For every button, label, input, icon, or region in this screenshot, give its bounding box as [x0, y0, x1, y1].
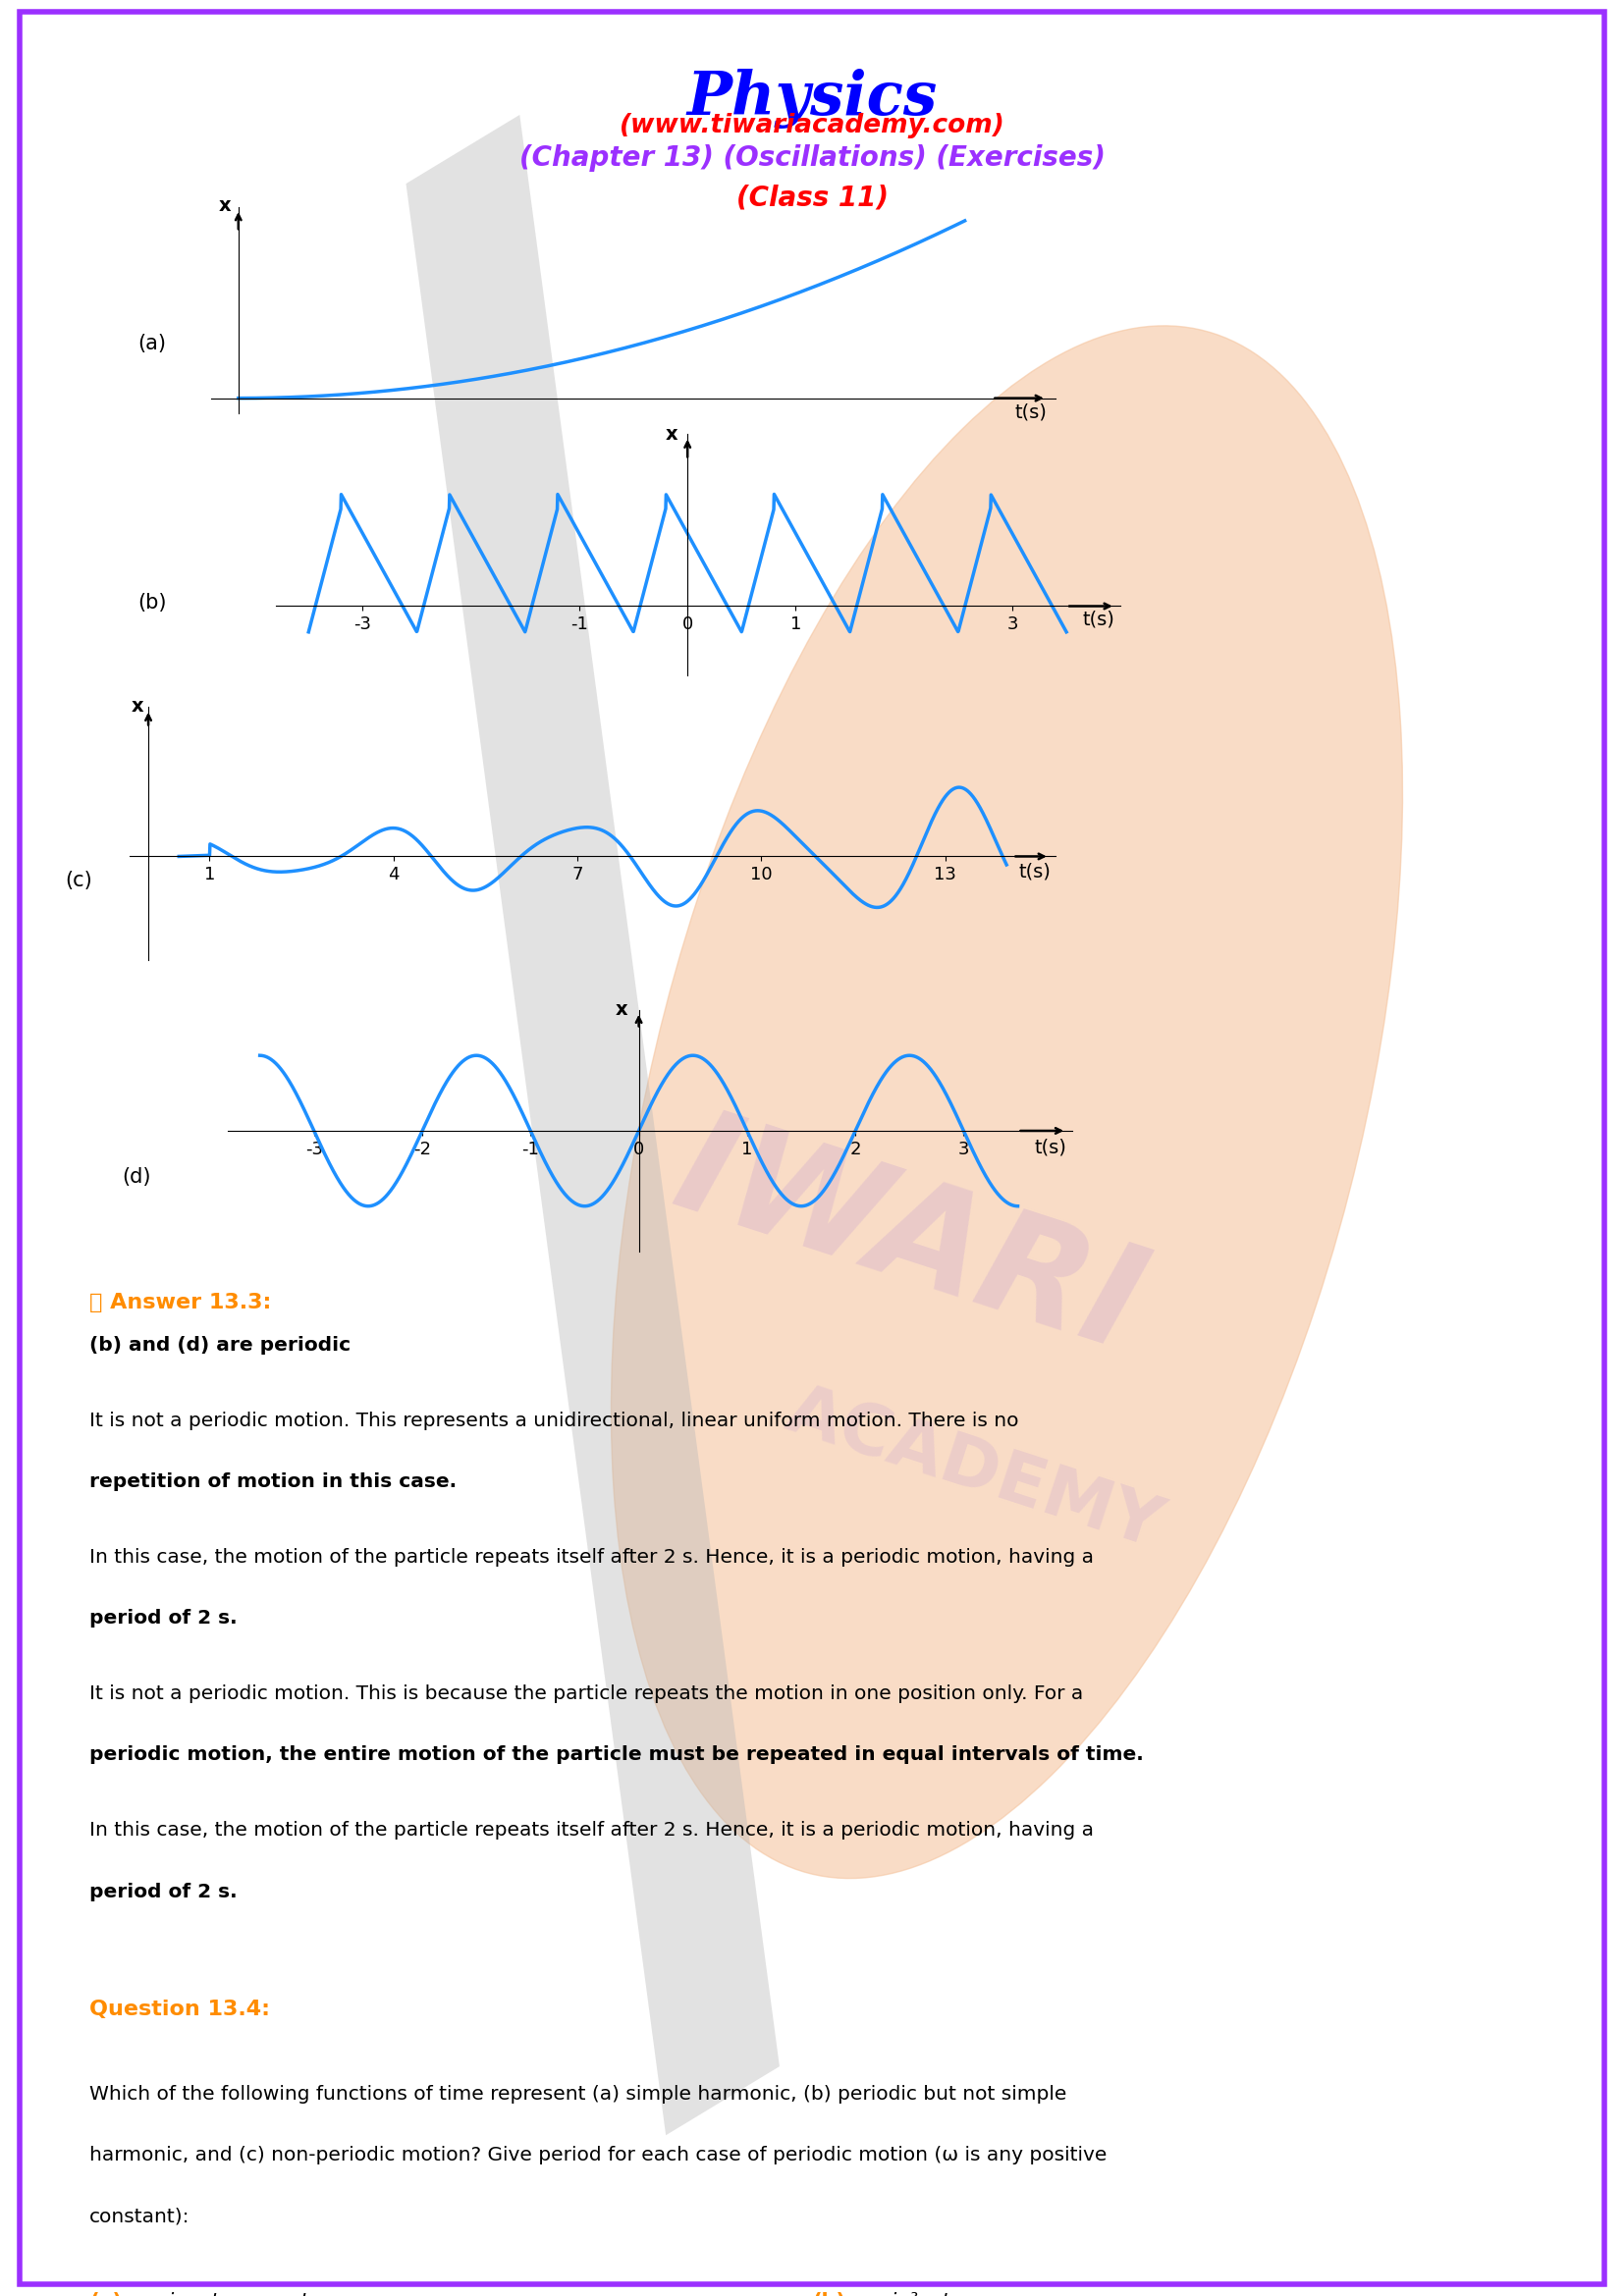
Text: In this case, the motion of the particle repeats itself after 2 s. Hence, it is : In this case, the motion of the particle… [89, 1821, 1095, 1839]
Text: sin ωt – cos ωt: sin ωt – cos ωt [151, 2291, 309, 2296]
Text: sin³ ωt: sin³ ωt [874, 2291, 950, 2296]
Text: Question 13.4:: Question 13.4: [89, 2000, 270, 2020]
Text: (a): (a) [89, 2291, 122, 2296]
Text: ACADEMY: ACADEMY [778, 1378, 1171, 1561]
Text: t(s): t(s) [1034, 1139, 1067, 1157]
Text: Which of the following functions of time represent (a) simple harmonic, (b) peri: Which of the following functions of time… [89, 2085, 1067, 2103]
Text: It is not a periodic motion. This represents a unidirectional, linear uniform mo: It is not a periodic motion. This repres… [89, 1412, 1018, 1430]
Text: repetition of motion in this case.: repetition of motion in this case. [89, 1472, 456, 1492]
Text: It is not a periodic motion. This is because the particle repeats the motion in : It is not a periodic motion. This is bec… [89, 1685, 1083, 1704]
Text: (Chapter 13) (Oscillations) (Exercises): (Chapter 13) (Oscillations) (Exercises) [520, 145, 1104, 172]
Text: x: x [615, 1001, 627, 1019]
Text: x: x [666, 425, 679, 443]
Ellipse shape [611, 326, 1403, 1878]
Text: (b): (b) [812, 2291, 846, 2296]
Text: (c): (c) [65, 870, 93, 891]
Text: (d): (d) [122, 1166, 151, 1187]
Text: (a): (a) [138, 333, 167, 354]
Text: Physics: Physics [687, 69, 937, 129]
Text: t(s): t(s) [1018, 863, 1051, 882]
Text: x: x [132, 698, 143, 716]
Text: (b) and (d) are periodic: (b) and (d) are periodic [89, 1336, 351, 1355]
Text: period of 2 s.: period of 2 s. [89, 1609, 237, 1628]
Text: t(s): t(s) [1015, 402, 1047, 420]
Text: (www.tiwariacademy.com): (www.tiwariacademy.com) [619, 113, 1005, 138]
Text: harmonic, and (c) non-periodic motion? Give period for each case of periodic mot: harmonic, and (c) non-periodic motion? G… [89, 2147, 1108, 2165]
Text: IWARI: IWARI [659, 1100, 1160, 1380]
Text: constant):: constant): [89, 2206, 190, 2225]
Text: x: x [218, 195, 231, 214]
Text: period of 2 s.: period of 2 s. [89, 1883, 237, 1901]
Text: periodic motion, the entire motion of the particle must be repeated in equal int: periodic motion, the entire motion of th… [89, 1745, 1143, 1763]
Text: (Class 11): (Class 11) [736, 184, 888, 211]
Text: (b): (b) [138, 592, 167, 613]
Text: In this case, the motion of the particle repeats itself after 2 s. Hence, it is : In this case, the motion of the particle… [89, 1548, 1095, 1566]
Text: t(s): t(s) [1083, 611, 1116, 629]
Text: 📝 Answer 13.3:: 📝 Answer 13.3: [89, 1293, 271, 1313]
Polygon shape [406, 115, 780, 2135]
